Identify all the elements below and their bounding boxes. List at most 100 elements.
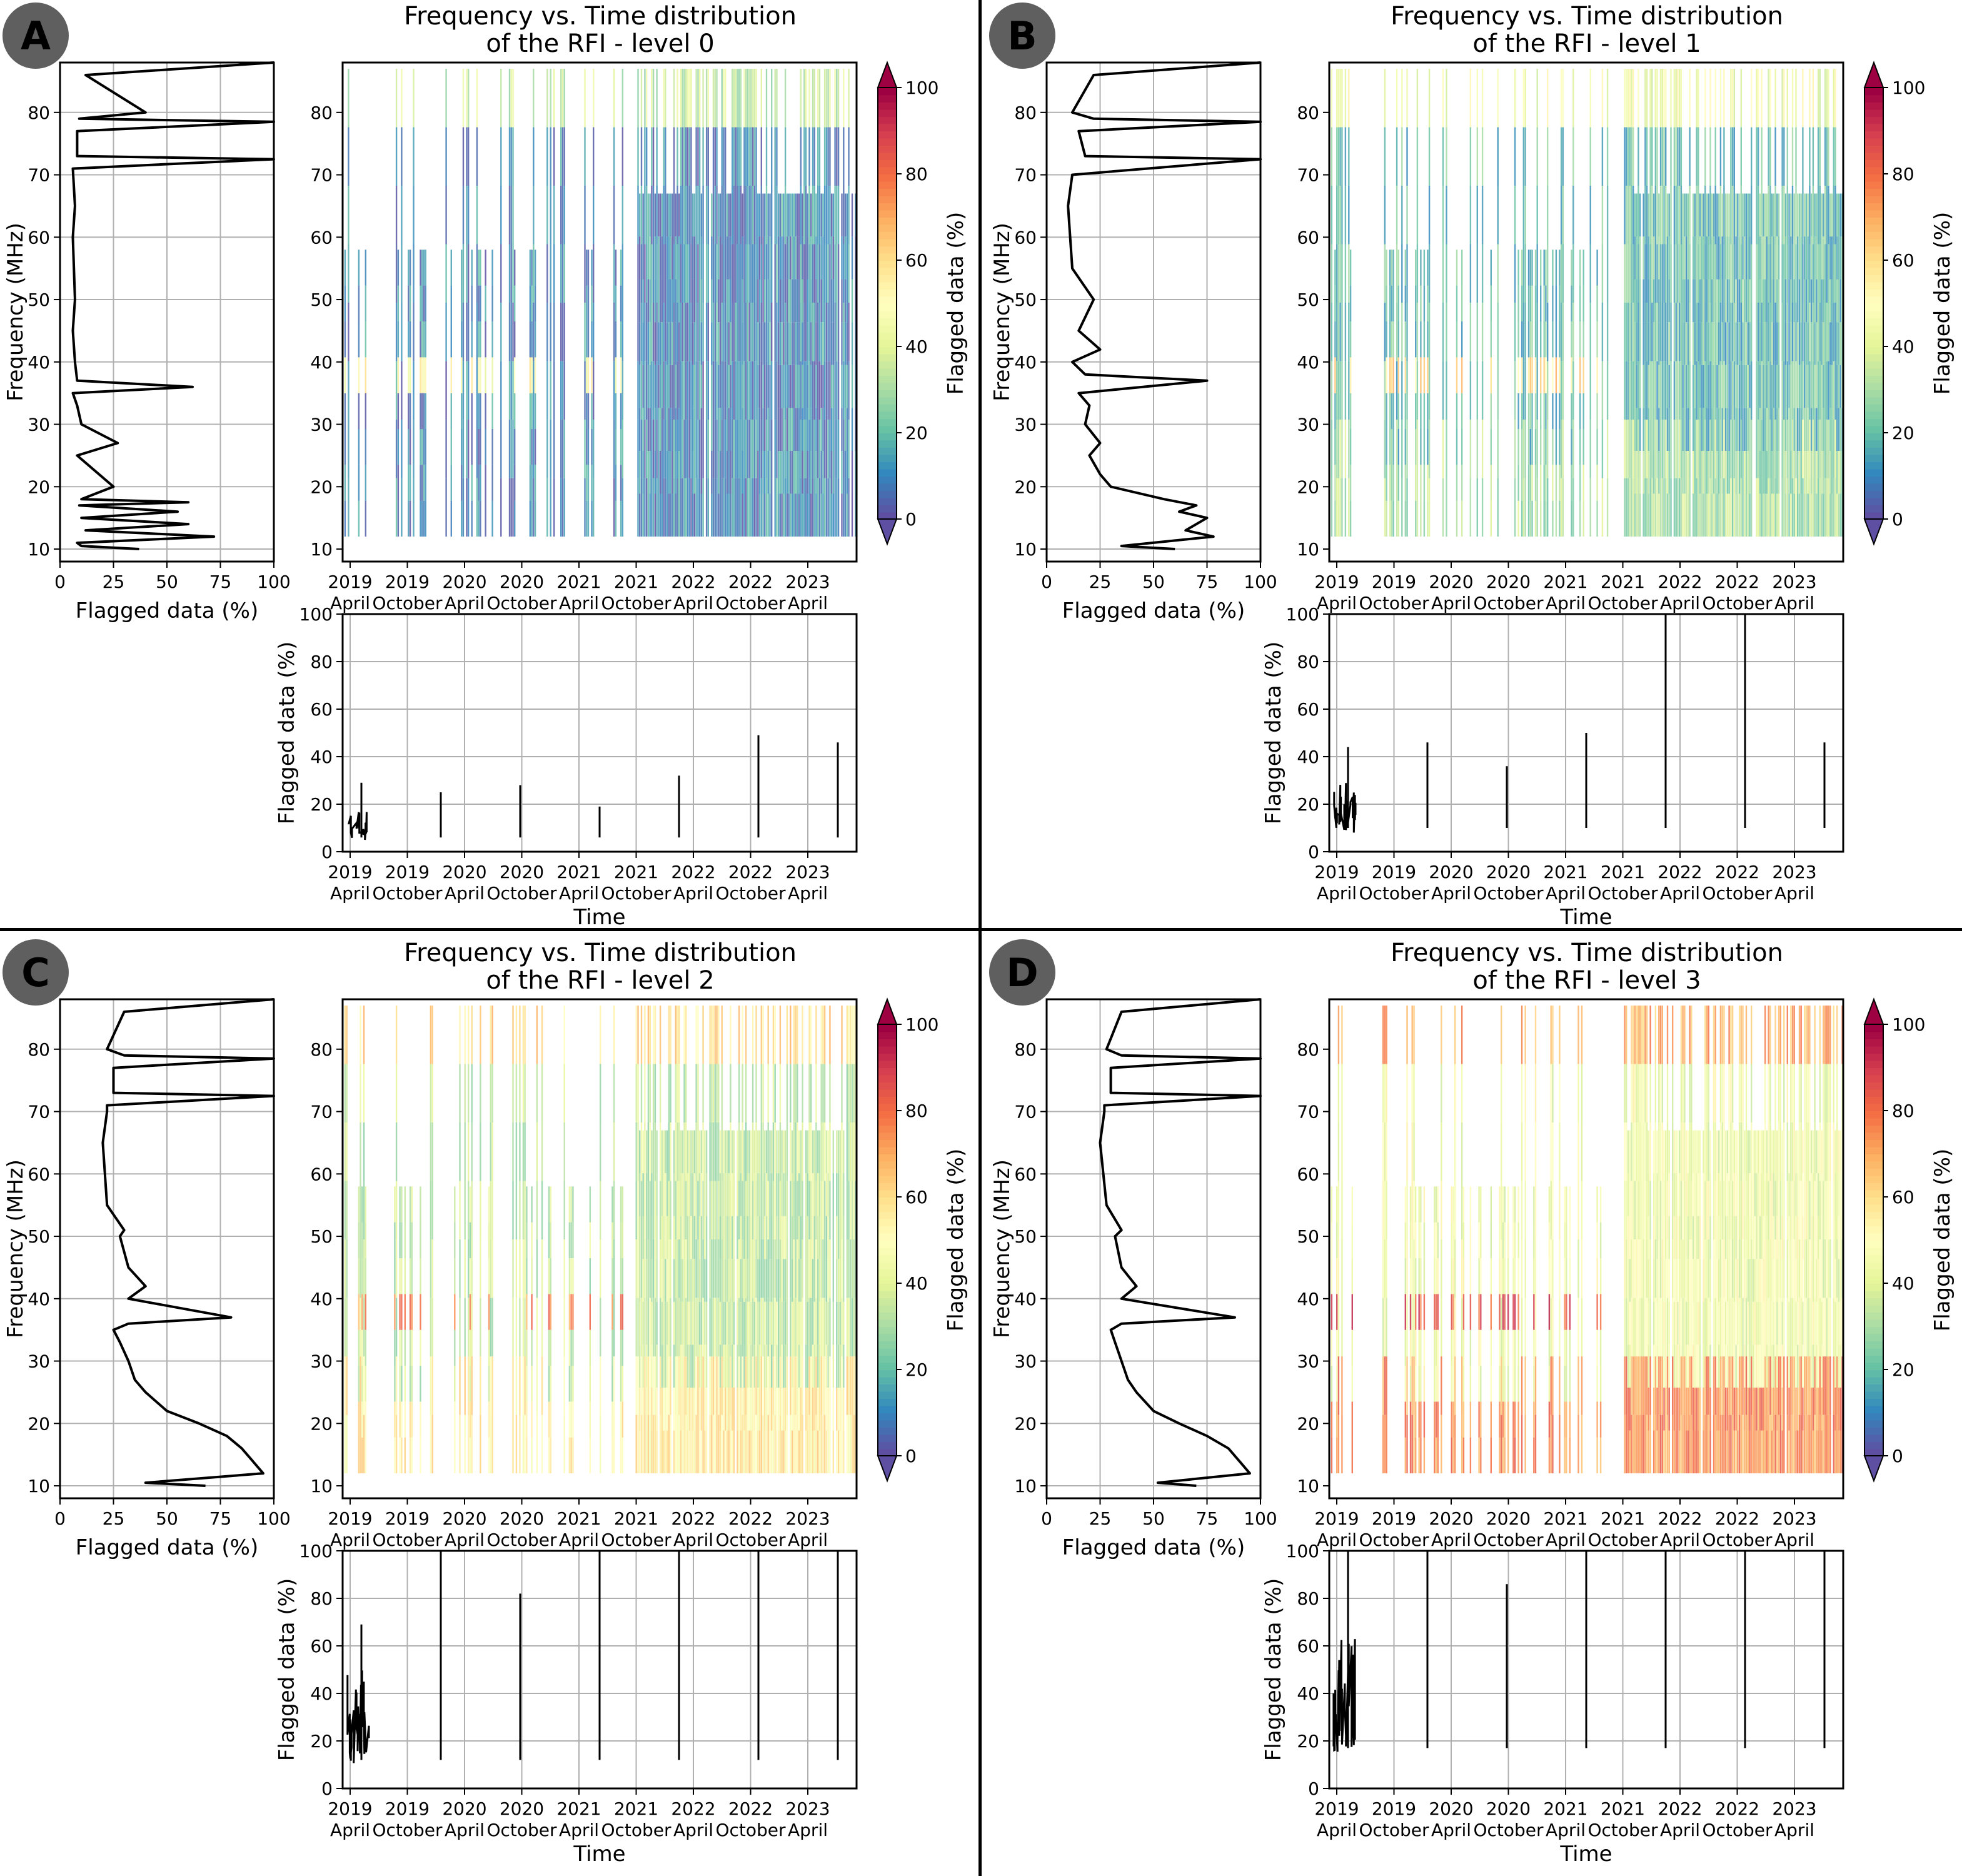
spectrogram-cell [640, 1298, 643, 1357]
colorbar-segment [878, 1161, 897, 1169]
spectrogram-cell [1529, 285, 1531, 321]
spectrogram-cell [600, 1064, 601, 1122]
spectrogram-cell [695, 127, 697, 186]
spectrogram-cell [409, 357, 411, 393]
spectrogram-cell [677, 1064, 678, 1122]
spectrogram-cell [1524, 478, 1526, 537]
spectrogram-cell [678, 322, 680, 365]
spectrogram-cell [827, 420, 829, 478]
spectrogram-cell [1795, 127, 1797, 186]
spectrogram-cell [832, 1216, 834, 1259]
spectrogram-cell [1823, 322, 1824, 365]
spectrogram-cell [652, 1064, 655, 1122]
spectrogram-cell [1814, 322, 1816, 365]
tick-label: 2021 [614, 1508, 658, 1529]
spectrogram-cell [790, 408, 792, 451]
time-series-line [348, 812, 368, 840]
spectrogram-cell [786, 365, 788, 408]
spectrogram-cell [430, 1298, 432, 1357]
spectrogram-cell [468, 244, 470, 303]
spectrogram-cell [1476, 127, 1478, 186]
spectrogram-cell [798, 236, 800, 280]
spectrogram-cell [1668, 322, 1670, 365]
spectrogram-cell [719, 450, 722, 494]
spectrogram-cell [1666, 493, 1669, 537]
spectrogram-cell [772, 1064, 775, 1122]
spectrogram-cell [1814, 408, 1816, 451]
spectrogram-cell [1740, 361, 1742, 420]
spectrogram-cell [1730, 69, 1732, 128]
spectrogram-cell [692, 322, 694, 365]
spectrogram-cell [1624, 303, 1626, 361]
tick-label: 100 [299, 604, 333, 625]
spectrogram-cell [1476, 69, 1478, 128]
spectrogram-cell [798, 365, 800, 408]
spectrogram-cell [709, 1239, 711, 1298]
spectrogram-cell [695, 1239, 697, 1298]
spectrogram-cell [1839, 365, 1841, 408]
spectrogram-cell [1742, 450, 1744, 494]
spectrogram-cell [1819, 244, 1821, 303]
spectrogram-cell [813, 361, 815, 420]
spectrogram-cell [760, 127, 762, 186]
spectrogram-cell [531, 1294, 533, 1330]
spectrogram-cell [836, 303, 838, 361]
spectrogram-cell [1783, 127, 1785, 186]
spectrogram-cell [740, 1387, 742, 1431]
spectrogram-cell [1562, 186, 1564, 245]
spectrogram-cell [620, 1401, 622, 1438]
tick-label: April [1660, 883, 1700, 904]
colorbar-segment [1864, 353, 1883, 361]
spectrogram-cell [488, 1186, 490, 1223]
spectrogram-cell [802, 1122, 803, 1181]
spectrogram-cell [450, 321, 452, 358]
spectrogram-cell [695, 1006, 697, 1064]
spectrogram-cell [1701, 365, 1703, 408]
tick-label: 2020 [442, 572, 486, 592]
spectrogram-cell [807, 236, 808, 280]
spectrogram-cell [790, 1298, 792, 1357]
spectrogram-cell [1784, 493, 1787, 537]
spectrogram-cell [728, 279, 730, 323]
spectrogram-cell [1337, 186, 1340, 245]
spectrogram-cell [512, 1298, 514, 1357]
spectrogram-cell [346, 1415, 348, 1474]
spectrogram-cell [1733, 420, 1735, 478]
spectrogram-cell [642, 450, 644, 494]
spectrogram-cell [563, 1064, 565, 1122]
spectrogram-cell [823, 478, 826, 537]
spectrogram-cell [841, 493, 843, 537]
spectrogram-cell [693, 493, 696, 537]
spectrogram-cell [1716, 408, 1718, 451]
spectrogram-cell [469, 1366, 471, 1402]
spectrogram-cell [1406, 186, 1408, 245]
spectrogram-cell [1384, 69, 1386, 128]
spectrogram-cell [774, 1181, 776, 1239]
spectrogram-cell [420, 1258, 421, 1294]
spectrogram-cell [675, 450, 677, 494]
spectrogram-cell [675, 193, 677, 237]
spectrogram-cell [683, 1239, 685, 1298]
tick-label: 20 [310, 1413, 333, 1434]
spectrogram-cell [640, 1006, 643, 1064]
spectrogram-cell [675, 365, 677, 408]
spectrogram-cell [1514, 303, 1516, 361]
spectrogram-cell [700, 1387, 703, 1431]
spectrogram-cell [810, 1239, 812, 1298]
spectrogram-cell [688, 186, 690, 245]
spectrogram-cell [712, 478, 715, 537]
spectrogram-cell [1336, 1294, 1338, 1330]
spectrogram-cell [1795, 478, 1797, 537]
spectrogram-cell [620, 321, 622, 358]
spectrogram-cell [536, 1006, 538, 1064]
tick-label: 30 [28, 1351, 50, 1372]
spectrogram-cell [1517, 500, 1519, 537]
tick-label: 2021 [1601, 862, 1645, 882]
spectrogram-cell [591, 321, 593, 358]
spectrogram-cell [411, 1401, 413, 1438]
spectrogram-cell [851, 1181, 853, 1239]
spectrogram-cell [735, 303, 737, 361]
colorbar-segment [1864, 512, 1883, 520]
spectrogram-cell [485, 357, 486, 393]
spectrogram-cell [778, 1344, 780, 1388]
